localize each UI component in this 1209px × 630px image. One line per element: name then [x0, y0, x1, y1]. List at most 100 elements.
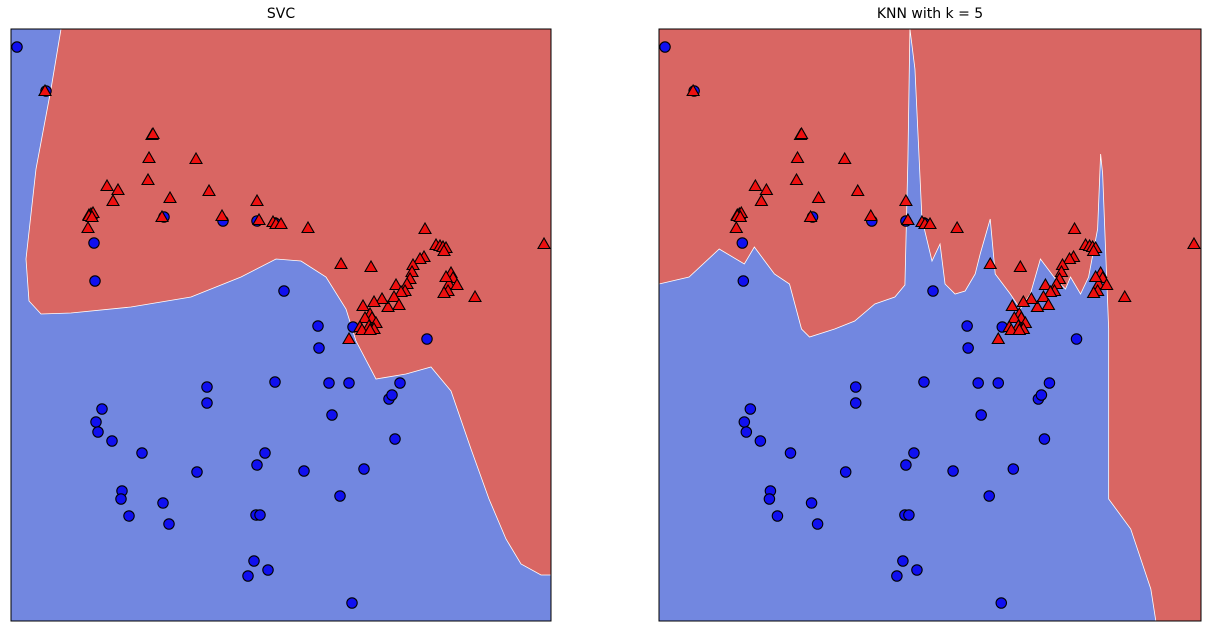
- svc-class1-point: [38, 83, 52, 97]
- svc-axes-frame: [10, 28, 552, 622]
- knn-class1-point: [1016, 294, 1031, 308]
- knn-class1-point: [733, 209, 748, 223]
- knn-class0-point: [659, 41, 671, 53]
- svc-class0-point: [90, 416, 102, 428]
- knn-class0-point: [784, 447, 797, 459]
- svc-class1-point: [202, 183, 216, 197]
- knn-class1-point: [991, 331, 1006, 345]
- knn-class0-point: [995, 597, 1008, 609]
- svc-class1-point: [85, 209, 99, 223]
- knn-class1-point: [863, 208, 878, 222]
- svc-class1-point: [81, 220, 95, 234]
- knn-class1-point: [1013, 259, 1028, 273]
- knn-class1-point: [1036, 289, 1051, 303]
- knn-class0-point: [891, 570, 903, 582]
- svc-class1-point: [252, 212, 266, 226]
- knn-class0-point: [763, 493, 776, 505]
- svc-class1-point: [301, 220, 315, 234]
- knn-class1-point: [983, 256, 998, 270]
- svc-class0-point: [123, 510, 135, 522]
- knn-class1-point: [1088, 269, 1103, 283]
- svc-class0-point: [269, 376, 281, 388]
- knn-class1-point: [1043, 284, 1058, 298]
- svc-class1-point: [146, 126, 160, 140]
- svc-class0-point: [251, 459, 263, 471]
- knn-class1-point: [1005, 298, 1020, 312]
- svc-class0-point: [421, 333, 433, 345]
- knn-class1-point: [1099, 277, 1114, 291]
- svc-class0-point: [334, 490, 346, 502]
- knn-class1-point: [1038, 277, 1053, 291]
- svc-class1-point: [392, 297, 406, 311]
- svc-class1-point: [142, 150, 156, 164]
- knn-class1-point: [1012, 322, 1027, 336]
- knn-class1-point: [790, 150, 805, 164]
- svc-class0-point: [389, 433, 401, 445]
- knn-class0-point: [927, 285, 939, 297]
- svc-class1-point: [155, 209, 169, 223]
- svc-class0-point: [157, 497, 169, 509]
- knn-class1-point: [1086, 243, 1101, 257]
- knn-class0-point: [849, 381, 862, 393]
- svc-class0-point: [248, 555, 260, 567]
- knn-class1-point: [1062, 251, 1077, 265]
- knn-class1-point: [803, 209, 818, 223]
- knn-class1-point: [754, 193, 769, 207]
- knn-class0-point: [839, 466, 852, 478]
- knn-class0-point: [903, 509, 915, 521]
- svc-class1-point: [100, 178, 114, 192]
- knn-class1-point: [1030, 299, 1045, 313]
- svc-class0-point: [313, 342, 325, 354]
- knn-class0-point: [740, 426, 753, 438]
- svc-class0-point: [191, 466, 203, 478]
- knn-class0-point: [918, 376, 930, 388]
- svc-class0-point: [346, 597, 358, 609]
- svc-class1-point: [334, 256, 348, 270]
- svc-class1-point: [364, 259, 378, 273]
- svc-class0-point: [323, 377, 335, 389]
- knn-class0-point: [975, 409, 987, 421]
- knn-class0-point: [908, 447, 920, 459]
- svc-class1-point: [356, 298, 370, 312]
- knn-class0-point: [811, 518, 824, 530]
- svc-class0-point: [326, 409, 338, 421]
- svc-class0-point: [394, 377, 406, 389]
- knn-class0-point: [754, 435, 767, 447]
- knn-class1-point: [898, 193, 913, 207]
- svc-class0-point: [312, 320, 324, 332]
- svc-class1-point: [363, 322, 377, 336]
- svc-class0-point: [278, 285, 290, 297]
- svc-class0-point: [115, 493, 127, 505]
- svc-class1-point: [418, 221, 432, 235]
- knn-class0-point: [805, 497, 818, 509]
- svc-class0-point: [262, 564, 274, 576]
- svc-class0-point: [242, 570, 254, 582]
- knn-class0-point: [1070, 333, 1083, 345]
- knn-class1-point: [794, 126, 809, 140]
- svc-class1-point: [163, 190, 177, 204]
- svc-class1-point: [274, 216, 288, 230]
- knn-class0-point: [1035, 389, 1048, 401]
- knn-class1-point: [686, 83, 701, 97]
- svc-class1-point: [106, 193, 120, 207]
- svc-class1-point: [367, 294, 381, 308]
- knn-plot-title: KNN with k = 5: [876, 6, 984, 22]
- knn-class1-point: [811, 190, 826, 204]
- svc-class0-point: [88, 237, 100, 249]
- knn-class0-point: [737, 275, 750, 287]
- knn-class1-point: [1067, 221, 1082, 235]
- svc-class0-point: [106, 435, 118, 447]
- knn-axes-frame: [658, 28, 1202, 622]
- knn-class0-point: [992, 377, 1005, 389]
- knn-class1-point: [950, 220, 965, 234]
- knn-class0-point: [736, 237, 749, 249]
- svc-class1-point: [215, 208, 229, 222]
- knn-class1-point: [1024, 291, 1039, 305]
- svc-class1-point: [413, 251, 427, 265]
- knn-class0-point: [738, 416, 751, 428]
- svc-class0-point: [259, 447, 271, 459]
- svc-class0-point: [11, 41, 23, 53]
- svc-class0-point: [201, 397, 213, 409]
- knn-class1-point: [923, 216, 937, 230]
